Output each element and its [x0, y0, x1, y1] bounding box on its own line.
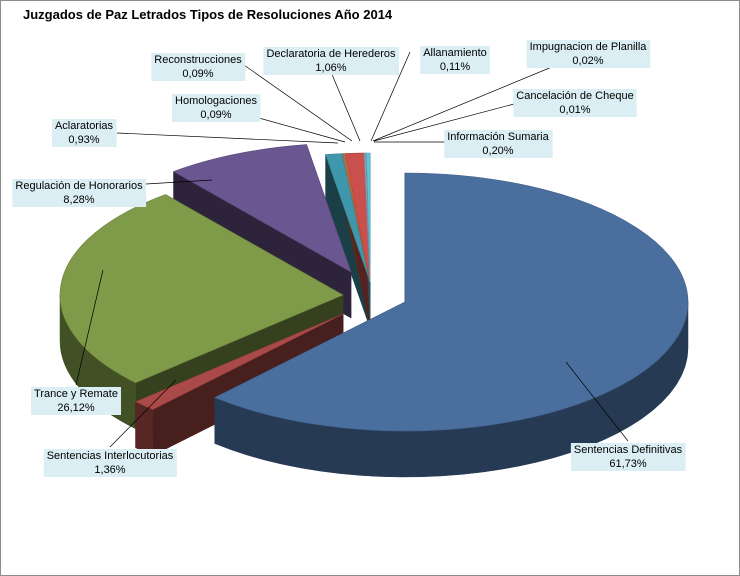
pie-slice-regulaci-n-de-honorarios	[172, 144, 352, 273]
slice-percent: 1,06%	[315, 62, 346, 74]
label-background	[513, 89, 637, 117]
slice-name: Reconstrucciones	[154, 54, 242, 66]
chart-title: Juzgados de Paz Letrados Tipos de Resolu…	[23, 7, 393, 22]
slice-percent: 0,20%	[482, 145, 513, 157]
slice-name: Información Sumaria	[447, 131, 549, 143]
slice-percent: 0,93%	[68, 134, 99, 146]
label-background	[263, 47, 400, 75]
slice-name: Sentencias Interlocutorias	[47, 450, 174, 462]
slice-label-regulaci-n-de-honorarios: Regulación de Honorarios 8,28%	[12, 179, 147, 207]
slice-name: Allanamiento	[423, 47, 487, 59]
label-background	[31, 387, 121, 415]
slice-percent: 0,09%	[182, 68, 213, 80]
leader-line-trance-y-remate	[75, 269, 104, 386]
slice-name: Impugnacion de Planilla	[530, 41, 648, 53]
label-background	[570, 443, 686, 471]
slice-label-trance-y-remate: Trance y Remate 26,12%	[31, 387, 121, 415]
label-background	[526, 40, 651, 68]
leader-line-regulaci-n-de-honorarios	[145, 179, 213, 185]
slice-label-declaratoria-de-herederos: Declaratoria de Herederos 1,06%	[263, 47, 400, 75]
pie-slice-sentencias-interlocutorias	[134, 313, 344, 410]
slice-name: Homologaciones	[175, 95, 257, 107]
slice-name: Regulación de Honorarios	[15, 180, 143, 192]
leader-line-aclaratorias	[116, 132, 339, 144]
slice-label-aclaratorias: Aclaratorias 0,93%	[51, 119, 117, 147]
slice-name: Trance y Remate	[34, 388, 118, 400]
leader-line-declaratoria-de-herederos	[330, 71, 361, 142]
slice-name: Declaratoria de Herederos	[266, 48, 396, 60]
slice-percent: 61,73%	[609, 458, 647, 470]
slice-label-homologaciones: Homologaciones 0,09%	[172, 94, 261, 122]
slice-label-sentencias-interlocutorias: Sentencias Interlocutorias 1,36%	[43, 449, 177, 477]
label-background	[12, 179, 147, 207]
pie-slice-trance-y-remate	[59, 194, 344, 384]
slice-percent: 0,11%	[440, 61, 471, 73]
slice-name: Aclaratorias	[55, 120, 114, 132]
slice-percent: 0,02%	[572, 55, 603, 67]
slice-percent: 8,28%	[63, 194, 94, 206]
slice-wall	[135, 401, 154, 456]
slice-percent: 0,01%	[559, 104, 590, 116]
label-background	[172, 94, 261, 122]
slice-label-reconstrucciones: Reconstrucciones 0,09%	[151, 53, 246, 81]
label-background	[51, 119, 117, 147]
label-background	[420, 46, 490, 74]
slice-label-informaci-n-sumaria: Información Sumaria 0,20%	[444, 130, 553, 158]
slice-label-sentencias-definitivas: Sentencias Definitivas 61,73%	[570, 443, 686, 471]
leader-line-sentencias-definitivas	[565, 361, 629, 442]
slice-percent: 1,36%	[94, 464, 125, 476]
slice-label-cancelaci-n-de-cheque: Cancelación de Cheque 0,01%	[513, 89, 637, 117]
pie-slice-informaci-n-sumaria	[366, 152, 371, 283]
leader-line-allanamiento	[370, 51, 411, 142]
label-background	[444, 130, 553, 158]
slice-percent: 26,12%	[57, 402, 95, 414]
slice-label-allanamiento: Allanamiento 0,11%	[420, 46, 490, 74]
slice-name: Sentencias Definitivas	[574, 444, 683, 456]
slice-percent: 0,09%	[200, 109, 231, 121]
slice-label-impugnacion-de-planilla: Impugnacion de Planilla 0,02%	[526, 40, 651, 68]
label-background	[151, 53, 246, 81]
leader-line-cancelaci-n-de-cheque	[373, 103, 515, 142]
slice-labels: Sentencias Definitivas 61,73% Sentencias I…	[12, 40, 686, 477]
label-background	[43, 449, 177, 477]
leader-line-reconstrucciones	[243, 64, 353, 142]
leader-line-sentencias-interlocutorias	[109, 379, 177, 448]
slice-name: Cancelación de Cheque	[516, 90, 633, 102]
